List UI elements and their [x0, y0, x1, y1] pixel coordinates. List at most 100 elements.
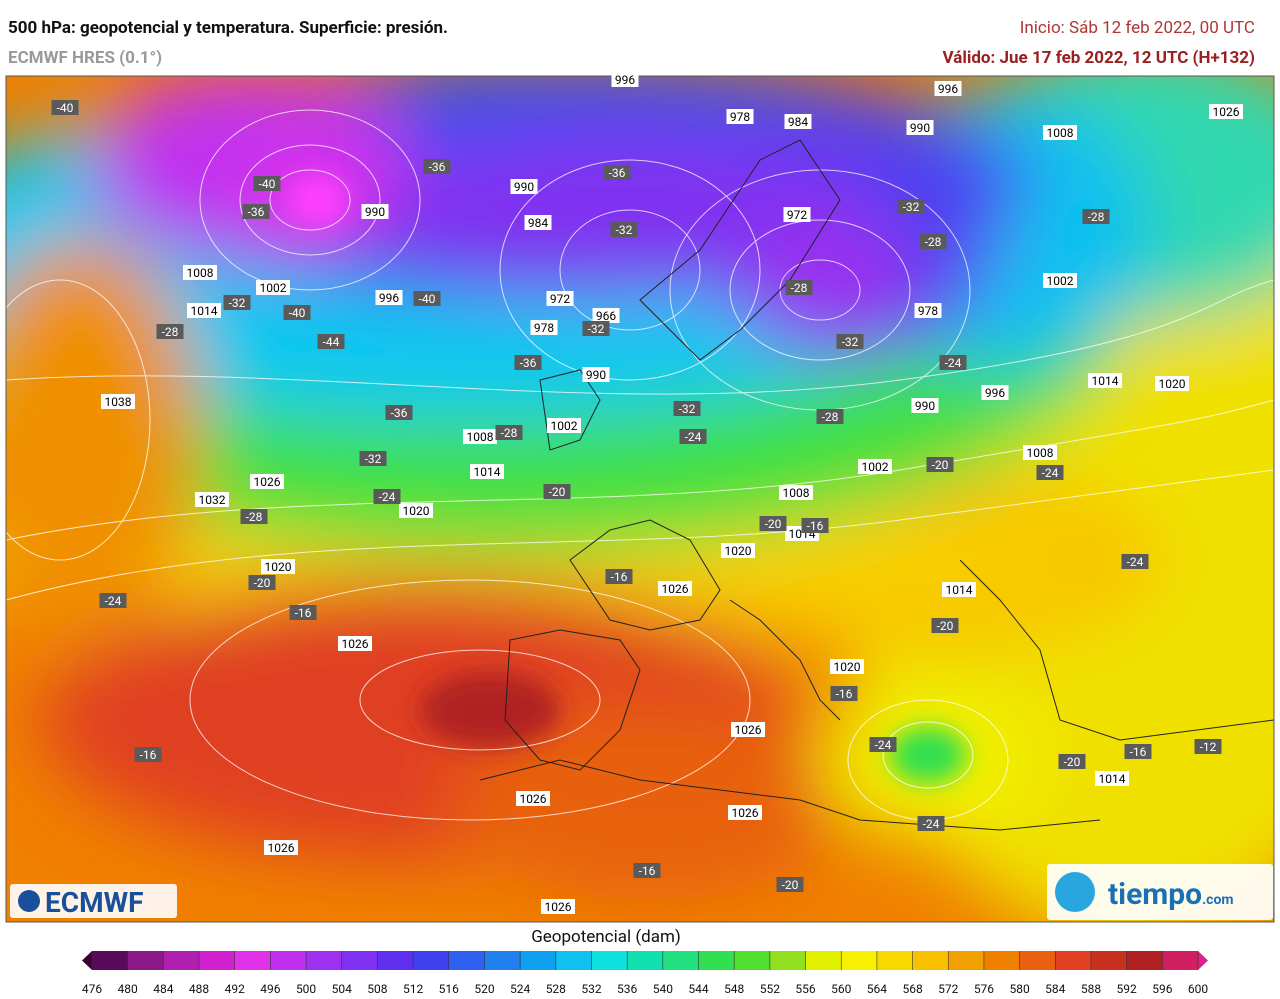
temperature-label-box [51, 100, 79, 115]
colorbar-swatch [769, 951, 807, 970]
colorbar-tick-label: 512 [403, 982, 423, 996]
colorbar-swatch [270, 951, 307, 970]
pressure-label: 1026 [545, 900, 572, 914]
colorbar-swatch [1019, 951, 1056, 970]
temperature-label: -28 [822, 410, 839, 424]
colorbar-swatch [591, 951, 628, 970]
temperature-label: -20 [549, 485, 566, 499]
temperature-label-box [679, 429, 707, 444]
pressure-label-box [1043, 125, 1077, 140]
temperature-label-box [897, 199, 925, 214]
temperature-label: -24 [875, 738, 892, 752]
pressure-label: 984 [528, 216, 548, 230]
pressure-label: 1020 [265, 560, 292, 574]
temperature-label-box [248, 575, 276, 590]
colorbar-swatch [805, 951, 842, 970]
pressure-label: 1026 [268, 841, 295, 855]
temperature-label: -36 [391, 406, 408, 420]
pressure-label: 1002 [862, 460, 889, 474]
colorbar-tick-label: 508 [367, 982, 387, 996]
pressure-label-box [779, 485, 813, 500]
pressure-label-box [546, 291, 574, 306]
pressure-label-box [250, 474, 284, 489]
colorbar-swatch [413, 951, 450, 970]
colorbar-tick-label: 580 [1009, 982, 1029, 996]
temperature-label: -24 [105, 594, 122, 608]
temperature-label: -16 [611, 570, 628, 584]
pressure-label-box [1209, 104, 1243, 119]
pressure-label-box [470, 464, 504, 479]
pressure-label: 1038 [105, 395, 132, 409]
colorbar-swatch [983, 951, 1021, 970]
colorbar-tick-label: 524 [510, 982, 530, 996]
pressure-label: 984 [788, 115, 808, 129]
colorbar-swatch [1055, 951, 1092, 970]
colorbar-under [82, 951, 92, 970]
pressure-label-box [981, 385, 1009, 400]
pressure-label-box [195, 492, 229, 507]
pressure-label-box [338, 636, 372, 651]
pressure-label-box [731, 722, 765, 737]
temperature-label-box [240, 509, 268, 524]
pressure-label-box [183, 265, 217, 280]
title: 500 hPa: geopotencial y temperatura. Sup… [8, 18, 448, 38]
pressure-label-box [658, 581, 692, 596]
colorbar-swatch [734, 951, 771, 970]
colorbar-tick-label: 500 [296, 982, 316, 996]
colorbar-tick-label: 496 [260, 982, 280, 996]
temperature-label-box [633, 863, 661, 878]
colorbar-tick-label: 592 [1117, 982, 1137, 996]
pressure-label-box [911, 398, 939, 413]
temperature-label: -24 [945, 356, 962, 370]
pressure-label-box [942, 582, 976, 597]
ecmwf-logo: ECMWF [45, 886, 143, 919]
colorbar-tick-label: 488 [189, 982, 209, 996]
temperature-label: -16 [639, 864, 656, 878]
temperature-label: -24 [379, 490, 396, 504]
pressure-label-box [784, 114, 812, 129]
pressure-label-box [361, 204, 389, 219]
pressure-label: 1002 [551, 419, 578, 433]
temperature-label-box [359, 451, 387, 466]
pressure-label: 1020 [725, 544, 752, 558]
temperature-label: -24 [685, 430, 702, 444]
temperature-label: -32 [365, 452, 382, 466]
pressure-label: 972 [550, 292, 570, 306]
colorbar-over [1198, 951, 1208, 970]
tiempo-logo-box [1047, 864, 1273, 920]
pressure-label: 1020 [403, 504, 430, 518]
temperature-label: -20 [1064, 755, 1081, 769]
pressure-label-box [187, 303, 221, 318]
temperature-label: -36 [609, 166, 626, 180]
pressure-label: 1014 [1099, 772, 1126, 786]
temperature-label: -28 [925, 235, 942, 249]
pressure-label-box [516, 791, 550, 806]
pressure-label: 1008 [1027, 446, 1054, 460]
colorbar-tick-label: 572 [938, 982, 958, 996]
pressure-label-box [524, 215, 552, 230]
pressure-label-box [1088, 373, 1122, 388]
colorbar-swatch [520, 951, 557, 970]
temperature-label: -32 [842, 335, 859, 349]
pressure-label-box [582, 367, 610, 382]
tiempo-suffix: .com [1202, 892, 1233, 908]
pressure-label-box [541, 899, 575, 914]
pressure-label-box [1095, 771, 1129, 786]
colorbar-swatch [841, 951, 878, 970]
pressure-label: 1002 [260, 281, 287, 295]
pressure-label-box [934, 81, 962, 96]
colorbar-tick-label: 548 [724, 982, 744, 996]
temperature-label-box [830, 686, 858, 701]
temperature-label-box [289, 605, 317, 620]
colorbar-tick-label: 520 [474, 982, 494, 996]
temperature-label-box [605, 569, 633, 584]
colorbar-tick-label: 532 [581, 982, 601, 996]
colorbar-swatch [555, 951, 592, 970]
temperature-label: -32 [229, 296, 246, 310]
temperature-label-box [423, 159, 451, 174]
colorbar-tick-label: 556 [795, 982, 815, 996]
pressure-label: 1014 [474, 465, 501, 479]
pressure-label: 1008 [467, 430, 494, 444]
temperature-label-box [223, 295, 251, 310]
temperature-label: -16 [807, 519, 824, 533]
